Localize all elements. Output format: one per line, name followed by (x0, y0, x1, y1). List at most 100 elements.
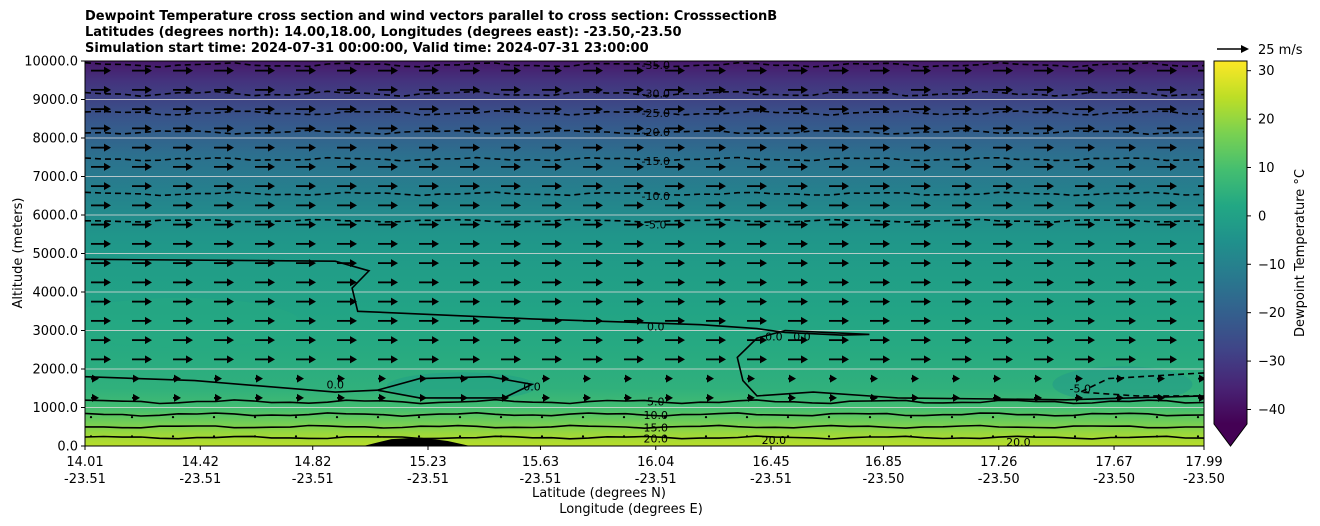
wind-vector-head (268, 66, 275, 75)
wind-vector-head (473, 124, 480, 133)
wind-vector-head (309, 124, 316, 133)
wind-vector (788, 162, 808, 171)
wind-vector (417, 416, 421, 419)
wind-vector (1034, 374, 1042, 383)
wind-vector (255, 66, 275, 75)
wind-vector (378, 297, 398, 306)
wind-vector-head (830, 374, 837, 383)
wind-vector-head (432, 297, 439, 306)
wind-vector-head (227, 239, 234, 248)
wind-vector (1157, 162, 1177, 171)
wind-vector-head (924, 316, 931, 325)
wind-vector (378, 239, 398, 248)
wind-vector (501, 297, 521, 306)
x-tick-label-lon: -23.51 (520, 472, 562, 487)
wind-vector (952, 336, 972, 345)
wind-vector (378, 374, 386, 383)
wind-vector (212, 416, 216, 419)
wind-vector (378, 124, 398, 133)
wind-vector-head (1006, 278, 1013, 287)
wind-vector-head (514, 297, 521, 306)
wind-vector (542, 220, 562, 229)
wind-vector (909, 435, 913, 438)
wind-vector-head (104, 259, 111, 268)
wind-vector-head (1088, 239, 1095, 248)
colorbar-tick-label: −20 (1258, 306, 1285, 321)
wind-vector-head (584, 393, 591, 402)
wind-vector-head (1088, 143, 1095, 152)
wind-vector-head (432, 278, 439, 287)
wind-vector (542, 105, 562, 114)
y-tick-label: 2000.0 (33, 363, 79, 378)
wind-vector (747, 297, 767, 306)
wind-vector (1116, 66, 1136, 75)
wind-vector-head (883, 297, 890, 306)
wind-vector-head (760, 162, 767, 171)
wind-vector (747, 239, 767, 248)
wind-vector (460, 182, 480, 191)
wind-vector (296, 85, 316, 94)
wind-vector (132, 393, 140, 402)
wind-vector (214, 393, 222, 402)
wind-vector (542, 259, 562, 268)
wind-vector-head (637, 105, 644, 114)
wind-vector (253, 416, 257, 419)
wind-vector-head (1129, 316, 1136, 325)
wind-vector (91, 105, 111, 114)
wind-vector (214, 336, 234, 345)
wind-vector-head (637, 278, 644, 287)
wind-vector-head (596, 124, 603, 133)
wind-vector (583, 336, 603, 345)
wind-vector (993, 374, 1001, 383)
wind-vector-head (391, 259, 398, 268)
wind-vector (911, 374, 919, 383)
wind-vector-head (309, 143, 316, 152)
wind-vector-head (719, 143, 726, 152)
wind-vector-head (350, 316, 357, 325)
wind-vector (993, 182, 1013, 191)
wind-vector-head (801, 259, 808, 268)
wind-vector-head (1047, 297, 1054, 306)
wind-vector-head (1047, 355, 1054, 364)
wind-vector (337, 278, 357, 287)
wind-vector (1198, 146, 1204, 149)
wind-vector (747, 278, 767, 287)
wind-vector-head (719, 105, 726, 114)
wind-vector-head (555, 201, 562, 210)
wind-vector-head (391, 220, 398, 229)
zero-contour (85, 258, 1204, 401)
x-tick-label-lat: 14.01 (66, 455, 103, 470)
wind-vector-head (719, 297, 726, 306)
wind-vector-head (924, 162, 931, 171)
wind-vector (706, 393, 714, 402)
wind-vector-head (1047, 239, 1054, 248)
wind-vector (952, 355, 972, 364)
wind-vector-head (104, 336, 111, 345)
wind-vector-head (842, 259, 849, 268)
wind-vector (706, 355, 726, 364)
wind-vector (870, 336, 890, 345)
wind-vector (296, 105, 316, 114)
y-axis-label: Altitude (meters) (11, 198, 26, 309)
wind-vector (214, 143, 234, 152)
quiver-key-arrowhead (1241, 45, 1249, 53)
wind-vector-head (801, 162, 808, 171)
wind-vector-head (678, 201, 685, 210)
wind-vector (952, 162, 972, 171)
wind-vector (214, 162, 234, 171)
wind-vector-head (1129, 66, 1136, 75)
wind-vector-head (1129, 278, 1136, 287)
wind-vector-head (145, 355, 152, 364)
wind-vector (870, 355, 890, 364)
wind-vector (827, 416, 831, 419)
wind-vector (583, 143, 603, 152)
wind-vector (911, 393, 919, 402)
wind-vector (542, 201, 562, 210)
wind-vector-head (145, 124, 152, 133)
wind-vector (911, 259, 931, 268)
wind-vector (1157, 201, 1177, 210)
wind-vector (1155, 435, 1159, 438)
wind-vector (952, 278, 972, 287)
wind-vector (132, 66, 152, 75)
colorbar-tick-label: 20 (1258, 113, 1275, 128)
